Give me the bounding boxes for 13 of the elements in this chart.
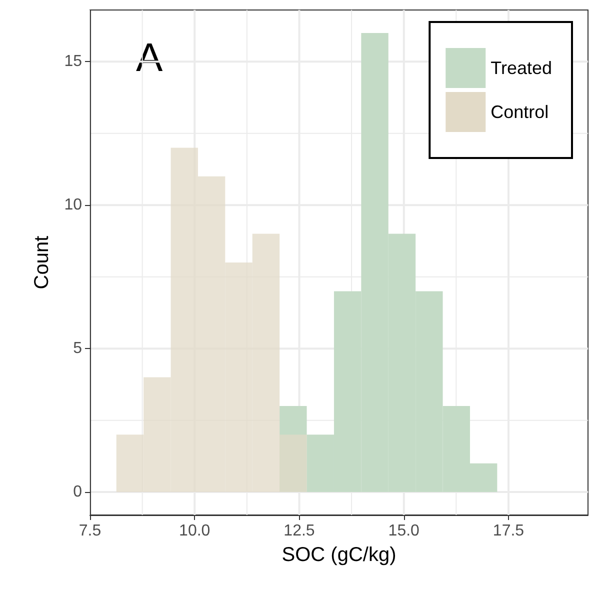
x-tick-label: 12.5: [284, 522, 315, 540]
x-tick-label: 15.0: [388, 522, 420, 540]
y-tick-label: 5: [73, 340, 82, 358]
x-tick-label: 10.0: [179, 522, 210, 540]
x-tick-label: 7.5: [78, 522, 102, 540]
x-tick-label: 17.5: [492, 522, 524, 540]
y-tick-label: 15: [64, 53, 82, 70]
x-axis-title: SOC (gC/kg): [282, 544, 396, 566]
legend-label: Treated: [490, 58, 552, 78]
legend-label: Control: [490, 102, 549, 122]
y-axis-title: Count: [31, 235, 53, 290]
y-tick-label: 10: [64, 196, 82, 214]
y-tick-label: 0: [73, 484, 82, 501]
